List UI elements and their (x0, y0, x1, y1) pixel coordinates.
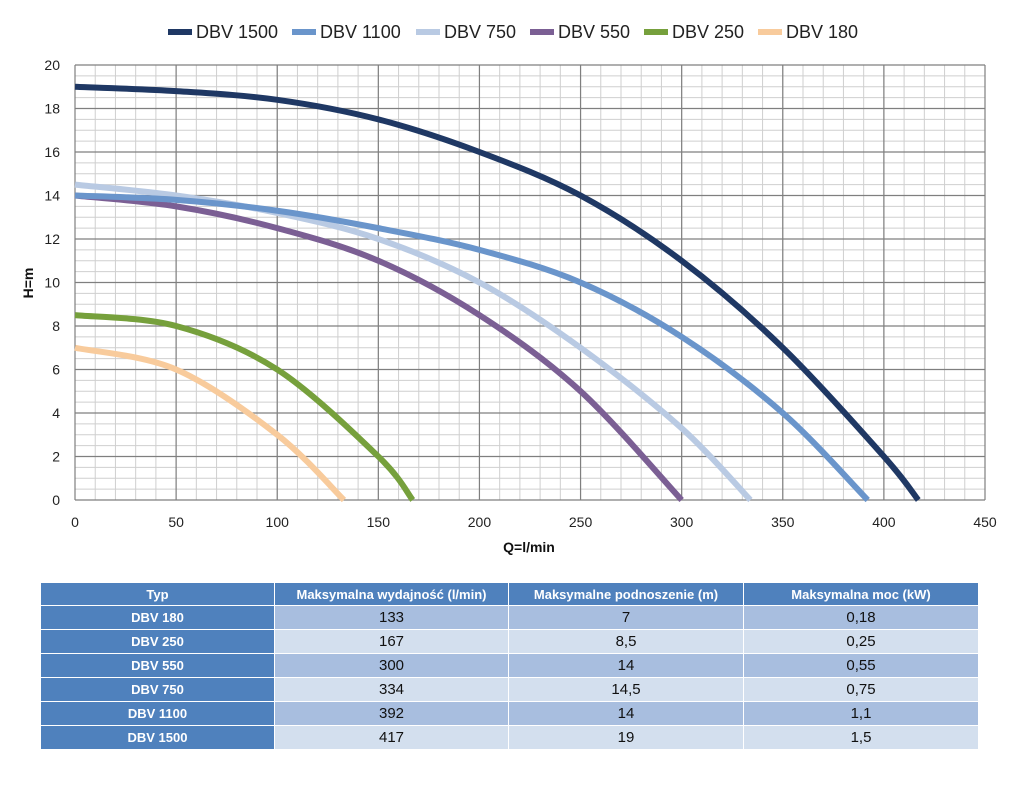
y-axis-title: H=m (20, 268, 36, 299)
cell-max-power: 0,25 (743, 629, 979, 654)
y-tick-label: 6 (52, 362, 60, 378)
header-max-head: Maksymalne podnoszenie (m) (508, 582, 744, 606)
series-line-dbv-180 (74, 344, 347, 503)
x-axis-ticks: 0 50 100 150 200 250 300 350 400 450 (71, 514, 997, 530)
y-tick-label: 2 (52, 449, 60, 465)
pump-performance-chart: DBV 1500 DBV 1100 DBV 750 DBV 550 DBV 250 DBV… (20, 22, 997, 555)
table-row: DBV 1500 417 19 1,5 (40, 725, 979, 750)
major-gridlines (74, 64, 986, 501)
cell-max-head: 7 (508, 605, 744, 630)
cell-max-power: 0,75 (743, 677, 979, 702)
spec-table: Typ Maksymalna wydajność (l/min) Maksyma… (40, 582, 979, 750)
series-line-dbv-250 (74, 312, 416, 502)
cell-type: DBV 1500 (40, 725, 275, 750)
legend-label: DBV 180 (786, 22, 858, 42)
y-tick-label: 14 (44, 188, 60, 204)
legend-label: DBV 750 (444, 22, 516, 42)
y-tick-label: 10 (44, 275, 60, 291)
cell-max-power: 0,55 (743, 653, 979, 678)
y-tick-label: 16 (44, 144, 60, 160)
series-line-dbv-1100 (74, 192, 870, 503)
cell-max-flow: 167 (274, 629, 509, 654)
header-max-power: Maksymalna moc (kW) (743, 582, 979, 606)
x-tick-label: 0 (71, 514, 79, 530)
cell-max-flow: 417 (274, 725, 509, 750)
y-tick-label: 12 (44, 231, 60, 247)
legend-label: DBV 550 (558, 22, 630, 42)
x-tick-label: 250 (569, 514, 593, 530)
cell-max-power: 1,1 (743, 701, 979, 726)
cell-max-head: 8,5 (508, 629, 744, 654)
cell-max-head: 14 (508, 653, 744, 678)
x-tick-label: 100 (266, 514, 290, 530)
cell-max-flow: 392 (274, 701, 509, 726)
x-tick-label: 150 (367, 514, 391, 530)
cell-max-head: 14,5 (508, 677, 744, 702)
cell-max-flow: 300 (274, 653, 509, 678)
y-axis-ticks: 0 2 4 6 8 10 12 14 16 18 20 (44, 57, 60, 508)
y-tick-label: 8 (52, 318, 60, 334)
cell-type: DBV 180 (40, 605, 275, 630)
x-axis-title: Q=l/min (503, 539, 555, 555)
y-tick-label: 18 (44, 101, 60, 117)
table-row: DBV 550 300 14 0,55 (40, 653, 979, 678)
cell-type: DBV 250 (40, 629, 275, 654)
table-header-row: Typ Maksymalna wydajność (l/min) Maksyma… (40, 582, 979, 606)
x-tick-label: 350 (771, 514, 795, 530)
table-row: DBV 1100 392 14 1,1 (40, 701, 979, 726)
cell-max-flow: 133 (274, 605, 509, 630)
x-tick-label: 50 (168, 514, 184, 530)
cell-max-power: 1,5 (743, 725, 979, 750)
y-tick-label: 20 (44, 57, 60, 73)
cell-type: DBV 1100 (40, 701, 275, 726)
x-tick-label: 300 (670, 514, 694, 530)
cell-max-flow: 334 (274, 677, 509, 702)
header-type: Typ (40, 582, 275, 606)
legend-label: DBV 250 (672, 22, 744, 42)
series-lines (74, 83, 921, 503)
legend-label: DBV 1500 (196, 22, 278, 42)
cell-max-head: 14 (508, 701, 744, 726)
legend-label: DBV 1100 (320, 22, 401, 42)
chart-legend: DBV 1500 DBV 1100 DBV 750 DBV 550 DBV 250 DBV… (168, 22, 858, 42)
table-row: DBV 180 133 7 0,18 (40, 605, 979, 630)
header-max-flow: Maksymalna wydajność (l/min) (274, 582, 509, 606)
x-tick-label: 450 (973, 514, 997, 530)
series-line-dbv-1500 (74, 83, 921, 502)
series-line-dbv-750 (74, 181, 753, 503)
table-row: DBV 750 334 14,5 0,75 (40, 677, 979, 702)
y-tick-label: 4 (52, 405, 60, 421)
cell-max-head: 19 (508, 725, 744, 750)
x-tick-label: 200 (468, 514, 492, 530)
table-row: DBV 250 167 8,5 0,25 (40, 629, 979, 654)
cell-type: DBV 550 (40, 653, 275, 678)
x-tick-label: 400 (872, 514, 896, 530)
cell-type: DBV 750 (40, 677, 275, 702)
series-line-dbv-550 (74, 192, 684, 503)
y-tick-label: 0 (52, 492, 60, 508)
cell-max-power: 0,18 (743, 605, 979, 630)
